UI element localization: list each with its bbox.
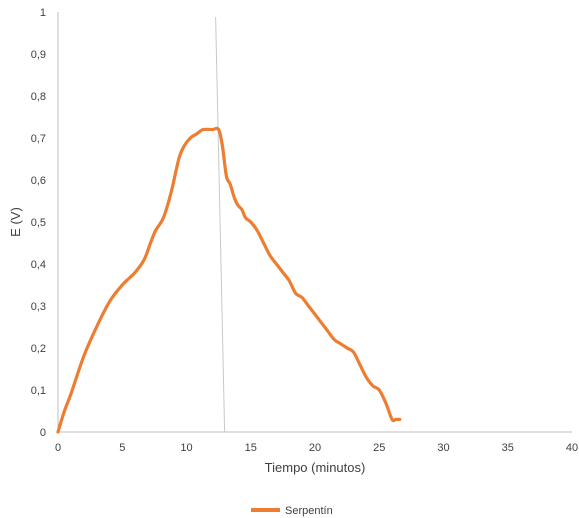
y-tick-label: 0,7 — [31, 133, 46, 145]
x-tick-label: 40 — [566, 442, 578, 454]
x-tick-label: 25 — [373, 442, 385, 454]
series-group — [56, 126, 402, 434]
x-tick-label: 20 — [309, 442, 321, 454]
x-tick-label: 0 — [55, 442, 61, 454]
series-line — [56, 126, 402, 434]
y-tick-label: 0,2 — [31, 343, 46, 355]
y-tick-label: 0,8 — [31, 91, 46, 103]
y-tick-label: 1 — [40, 7, 46, 19]
x-tick-labels: 0 5 10 15 20 25 30 35 40 — [55, 442, 578, 454]
legend-label: Serpentín — [285, 505, 333, 517]
y-tick-label: 0,6 — [31, 175, 46, 187]
y-tick-label: 0,3 — [31, 301, 46, 313]
y-tick-labels: 0 0,1 0,2 0,3 0,4 0,5 0,6 0,7 0,8 0,9 1 — [31, 7, 46, 439]
x-tick-label: 5 — [119, 442, 125, 454]
x-tick-label: 15 — [245, 442, 257, 454]
x-tick-label: 35 — [502, 442, 514, 454]
legend: Serpentín — [251, 505, 333, 517]
y-tick-label: 0,1 — [31, 385, 46, 397]
x-axis-label: Tiempo (minutos) — [265, 460, 366, 475]
x-tick-label: 30 — [437, 442, 449, 454]
y-axis-label: E (V) — [8, 207, 23, 237]
vertical-reference-line — [215, 16, 226, 433]
x-tick-label: 10 — [180, 442, 192, 454]
y-tick-label: 0,5 — [31, 217, 46, 229]
y-tick-label: 0,4 — [31, 259, 46, 271]
y-tick-label: 0 — [40, 427, 46, 439]
y-tick-label: 0,9 — [31, 49, 46, 61]
